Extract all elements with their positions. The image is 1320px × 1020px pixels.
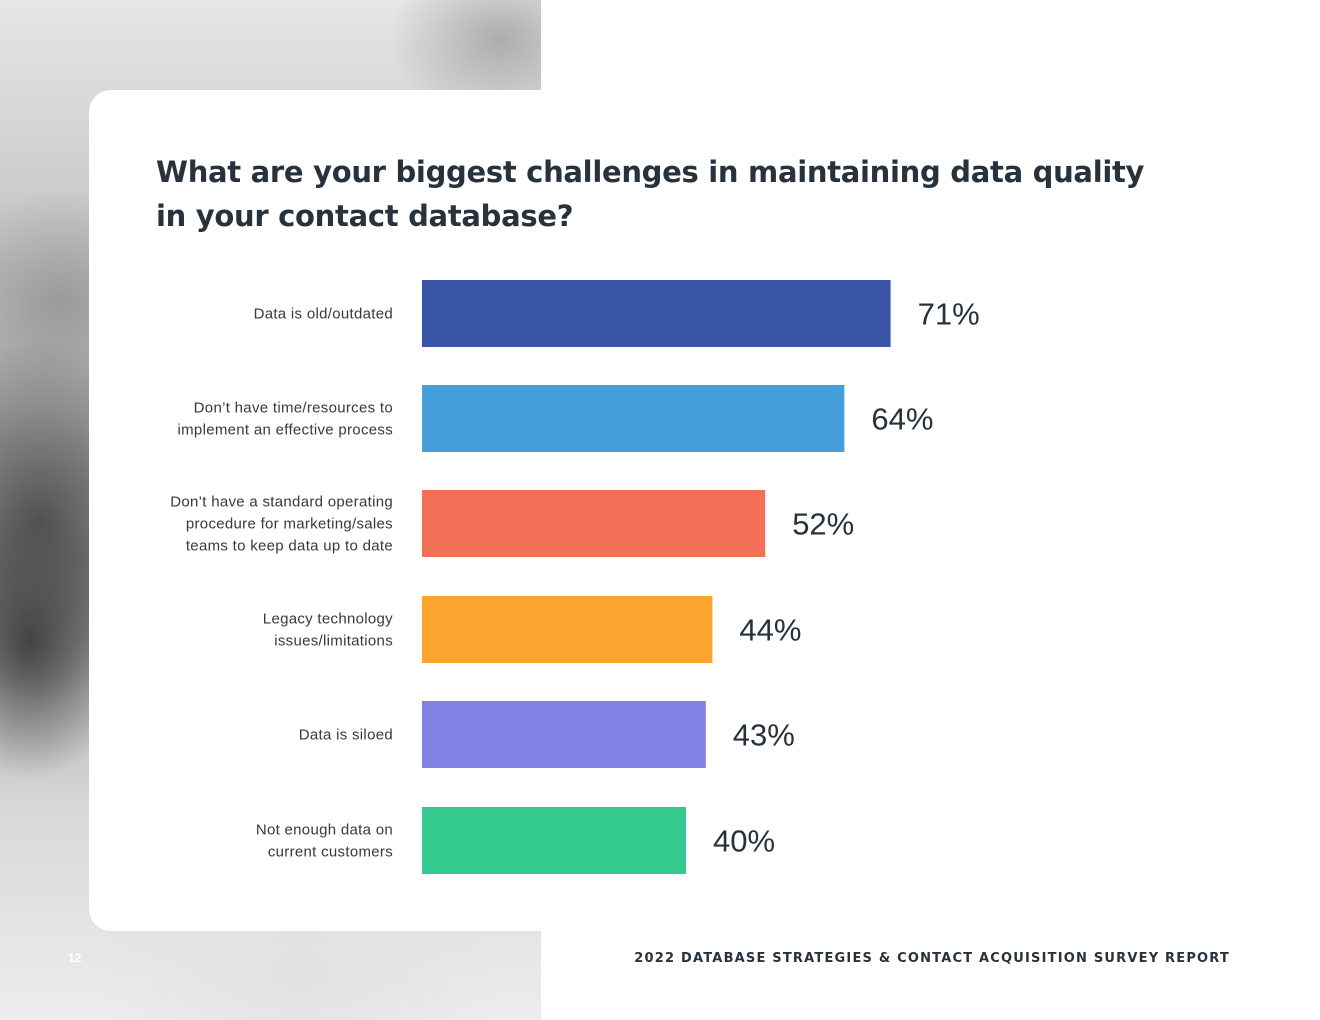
bar-2	[422, 385, 845, 452]
bar-5	[422, 701, 706, 768]
bar-1	[422, 280, 891, 347]
category-label-3: Don’t have a standard operating procedure…	[170, 494, 393, 555]
value-label-4: 44%	[739, 613, 801, 648]
category-label-5: Data is siloed	[299, 727, 393, 744]
report-footer: 2022 DATABASE STRATEGIES & CONTACT ACQUI…	[634, 951, 1230, 966]
category-label-6: Not enough data on current customers	[256, 822, 393, 861]
value-label-6: 40%	[713, 824, 775, 859]
value-label-5: 43%	[733, 718, 795, 753]
category-label-2: Don’t have time/resources to implement an…	[178, 400, 394, 439]
category-label-4: Legacy technology issues/limitations	[263, 611, 393, 650]
bar-4	[422, 596, 713, 663]
value-label-3: 52%	[792, 507, 854, 542]
category-label-1: Data is old/outdated	[254, 306, 393, 323]
value-label-2: 64%	[871, 402, 933, 437]
bar-3	[422, 490, 766, 557]
page-number: 12	[68, 951, 82, 965]
bar-6	[422, 807, 686, 874]
value-label-1: 71%	[918, 297, 980, 332]
chart-title: What are your biggest challenges in main…	[156, 155, 1145, 233]
